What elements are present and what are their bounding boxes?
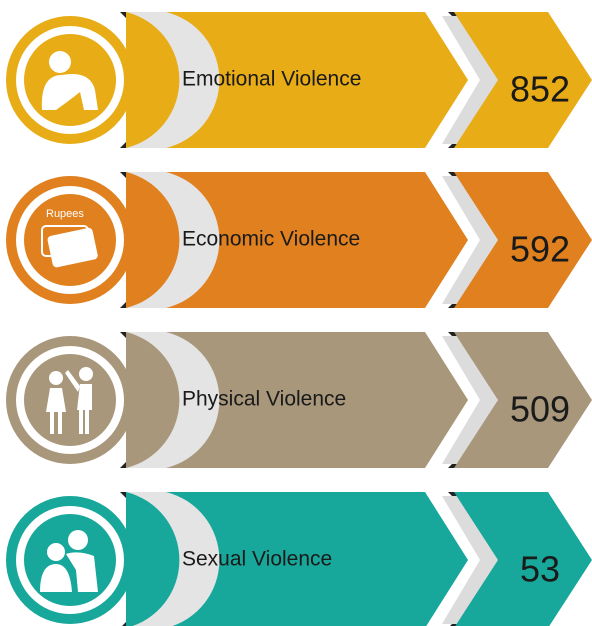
icon-card xyxy=(47,227,98,268)
chevron-shadow xyxy=(442,336,500,464)
label: Sexual Violence xyxy=(182,548,332,571)
value: 509 xyxy=(510,389,570,430)
icon-head xyxy=(68,530,88,550)
label: Economic Violence xyxy=(182,228,360,251)
icon-head xyxy=(49,51,71,73)
ring-shadow xyxy=(126,332,220,468)
icon-body xyxy=(46,388,66,434)
row: Rupees Economic Violence 592 xyxy=(6,172,592,308)
banner xyxy=(126,172,468,308)
banner xyxy=(126,332,468,468)
chevron-shadow xyxy=(442,496,500,624)
ring-shadow xyxy=(126,492,220,626)
ring-shadow xyxy=(126,172,220,308)
value: 852 xyxy=(510,69,570,110)
label: Physical Violence xyxy=(182,388,346,411)
icon-body xyxy=(41,74,98,110)
value-chevron xyxy=(454,172,592,308)
icon-body xyxy=(40,552,98,592)
value: 53 xyxy=(520,549,560,590)
chevron-shadow xyxy=(442,176,500,304)
banner xyxy=(126,12,468,148)
icon-head xyxy=(49,371,63,385)
banner xyxy=(126,492,468,626)
ring-shadow xyxy=(126,12,220,148)
icon-text: Rupees xyxy=(46,208,84,220)
value-chevron xyxy=(454,332,592,468)
row: Emotional Violence 852 xyxy=(6,12,592,148)
icon-head xyxy=(79,367,93,381)
row: Physical Violence 509 xyxy=(6,332,592,468)
row: Sexual Violence 53 xyxy=(6,492,592,626)
icon-head xyxy=(47,543,65,561)
value-chevron xyxy=(454,492,592,626)
icon-disc xyxy=(24,354,116,446)
value: 592 xyxy=(510,229,570,270)
value-chevron xyxy=(454,12,592,148)
label: Emotional Violence xyxy=(182,68,361,91)
chevron-shadow xyxy=(442,16,500,144)
icon-card-back xyxy=(41,225,89,257)
icon-body xyxy=(65,370,92,434)
